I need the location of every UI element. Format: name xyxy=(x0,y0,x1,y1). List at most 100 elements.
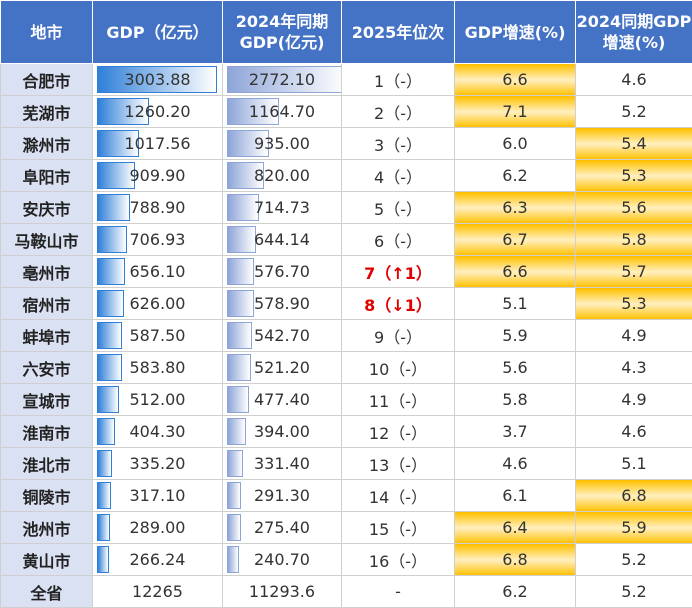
gdp-value: 587.50 xyxy=(130,326,186,345)
gdp-cell: 583.80 xyxy=(93,352,223,384)
growth-2024: 5.6 xyxy=(576,192,692,224)
gdp-value: 1017.56 xyxy=(124,134,190,153)
header-cell: 地市 xyxy=(1,1,93,64)
total-cell: 11293.6 xyxy=(223,576,342,608)
gdp-2024-value: 1164.70 xyxy=(249,102,315,121)
header-cell: GDP增速(%) xyxy=(455,1,576,64)
city-name: 六安市 xyxy=(1,352,93,384)
gdp-2024-value: 644.14 xyxy=(254,230,310,249)
gdp-2024-cell: 644.14 xyxy=(223,224,342,256)
header-cell: GDP（亿元） xyxy=(93,1,223,64)
rank: 11（-） xyxy=(342,384,455,416)
gdp-cell: 3003.88 xyxy=(93,64,223,96)
gdp-value: 1260.20 xyxy=(124,102,190,121)
gdp-cell: 317.10 xyxy=(93,480,223,512)
gdp-2024-cell: 331.40 xyxy=(223,448,342,480)
gdp-cell: 656.10 xyxy=(93,256,223,288)
gdp-2024-value: 542.70 xyxy=(254,326,310,345)
gdp-2024-bar xyxy=(227,546,239,573)
gdp-cell: 909.90 xyxy=(93,160,223,192)
growth: 3.7 xyxy=(455,416,576,448)
gdp-cell: 335.20 xyxy=(93,448,223,480)
growth: 4.6 xyxy=(455,448,576,480)
rank: 15（-） xyxy=(342,512,455,544)
rank: 2（-） xyxy=(342,96,455,128)
gdp-value: 404.30 xyxy=(130,422,186,441)
gdp-2024-value: 935.00 xyxy=(254,134,310,153)
gdp-2024-cell: 521.20 xyxy=(223,352,342,384)
total-cell: 全省 xyxy=(1,576,93,608)
rank: 1（-） xyxy=(342,64,455,96)
growth: 5.6 xyxy=(455,352,576,384)
gdp-value: 626.00 xyxy=(130,294,186,313)
city-name: 铜陵市 xyxy=(1,480,93,512)
city-name: 淮北市 xyxy=(1,448,93,480)
gdp-2024-cell: 542.70 xyxy=(223,320,342,352)
growth: 6.0 xyxy=(455,128,576,160)
city-name: 黄山市 xyxy=(1,544,93,576)
rank: 14（-） xyxy=(342,480,455,512)
gdp-value: 317.10 xyxy=(130,486,186,505)
gdp-2024-cell: 820.00 xyxy=(223,160,342,192)
gdp-bar xyxy=(97,418,115,445)
gdp-cell: 512.00 xyxy=(93,384,223,416)
gdp-cell: 289.00 xyxy=(93,512,223,544)
gdp-bar xyxy=(97,226,127,253)
rank: 4（-） xyxy=(342,160,455,192)
city-name: 宣城市 xyxy=(1,384,93,416)
growth-2024: 5.1 xyxy=(576,448,692,480)
total-cell: 5.2 xyxy=(576,576,692,608)
growth-2024: 5.3 xyxy=(576,160,692,192)
growth: 5.1 xyxy=(455,288,576,320)
growth-2024: 5.3 xyxy=(576,288,692,320)
gdp-2024-cell: 240.70 xyxy=(223,544,342,576)
growth-2024: 6.8 xyxy=(576,480,692,512)
gdp-bar xyxy=(97,546,109,573)
growth: 6.3 xyxy=(455,192,576,224)
growth-2024: 5.2 xyxy=(576,96,692,128)
growth-2024: 4.3 xyxy=(576,352,692,384)
gdp-cell: 1260.20 xyxy=(93,96,223,128)
gdp-2024-cell: 2772.10 xyxy=(223,64,342,96)
rank: 8（↓1） xyxy=(342,288,455,320)
gdp-value: 512.00 xyxy=(130,390,186,409)
total-cell: 12265 xyxy=(93,576,223,608)
gdp-bar xyxy=(97,514,110,541)
gdp-bar xyxy=(97,386,119,413)
gdp-cell: 1017.56 xyxy=(93,128,223,160)
gdp-2024-value: 2772.10 xyxy=(249,70,315,89)
growth: 6.2 xyxy=(455,160,576,192)
gdp-value: 266.24 xyxy=(130,550,186,569)
gdp-2024-value: 240.70 xyxy=(254,550,310,569)
gdp-2024-value: 521.20 xyxy=(254,358,310,377)
gdp-value: 788.90 xyxy=(130,198,186,217)
gdp-cell: 706.93 xyxy=(93,224,223,256)
gdp-2024-bar xyxy=(227,258,254,285)
gdp-2024-value: 820.00 xyxy=(254,166,310,185)
growth-2024: 4.6 xyxy=(576,416,692,448)
city-name: 安庆市 xyxy=(1,192,93,224)
growth-2024: 5.2 xyxy=(576,544,692,576)
header-cell: 2024年同期 GDP(亿元) xyxy=(223,1,342,64)
rank: 7（↑1） xyxy=(342,256,455,288)
gdp-bar xyxy=(97,290,124,317)
gdp-bar xyxy=(97,258,125,285)
gdp-value: 3003.88 xyxy=(124,70,190,89)
gdp-2024-cell: 291.30 xyxy=(223,480,342,512)
gdp-2024-value: 394.00 xyxy=(254,422,310,441)
rank: 5（-） xyxy=(342,192,455,224)
city-name: 芜湖市 xyxy=(1,96,93,128)
gdp-2024-cell: 1164.70 xyxy=(223,96,342,128)
growth: 6.7 xyxy=(455,224,576,256)
gdp-2024-cell: 275.40 xyxy=(223,512,342,544)
growth: 6.1 xyxy=(455,480,576,512)
